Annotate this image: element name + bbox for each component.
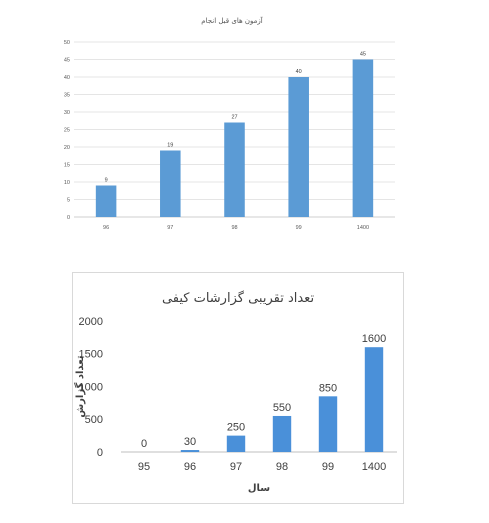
- chart-tests-performed: آزمون های قبل انجام 0 5 10 15 20 25 30 35 40 45 50 9…: [58, 8, 398, 244]
- data-label: 19: [167, 143, 173, 149]
- chart-quality-reports: تعداد تقریبی گزارشات کیفی 0 500 1000 1500 200…: [72, 272, 404, 504]
- x-tick-label: 97: [230, 461, 242, 473]
- bar: [318, 396, 338, 452]
- bar: [95, 185, 117, 217]
- y-tick-label: 40: [64, 75, 70, 81]
- x-tick-label: 99: [322, 461, 334, 473]
- x-tick-label: 1400: [362, 461, 386, 473]
- y-tick-label: 25: [64, 127, 70, 133]
- data-label: 27: [231, 115, 237, 121]
- x-tick-label: 97: [167, 225, 173, 231]
- bar: [160, 150, 181, 217]
- x-tick-label: 96: [184, 461, 196, 473]
- y-tick-label: 30: [64, 110, 70, 116]
- bar: [272, 415, 292, 452]
- bar: [288, 77, 309, 217]
- data-label: 0: [141, 438, 147, 450]
- data-label: 550: [273, 402, 291, 414]
- y-tick-label: 0: [97, 447, 103, 459]
- x-tick-label: 96: [103, 225, 109, 231]
- bar: [180, 450, 200, 452]
- bar: [352, 59, 374, 217]
- data-label: 9: [105, 178, 108, 184]
- chart-tests-svg: آزمون های قبل انجام 0 5 10 15 20 25 30 35 40 45 50 9…: [64, 16, 395, 231]
- y-tick-label: 45: [64, 57, 70, 63]
- chart-title: آزمون های قبل انجام: [201, 16, 264, 25]
- y-tick-label: 20: [64, 145, 70, 151]
- y-tick-label: 10: [64, 180, 70, 186]
- y-tick-label: 15: [64, 162, 70, 168]
- y-axis-title: تعداد گزارش: [73, 355, 86, 417]
- data-label: 850: [319, 382, 337, 394]
- y-tick-label: 2000: [79, 316, 103, 328]
- chart-title: تعداد تقریبی گزارشات کیفی: [162, 290, 315, 306]
- y-tick-label: 35: [64, 92, 70, 98]
- y-tick-label: 50: [64, 40, 70, 46]
- x-tick-label: 98: [276, 461, 288, 473]
- data-label: 30: [184, 436, 196, 448]
- y-tick-label: 1500: [79, 349, 103, 361]
- data-label: 45: [360, 52, 366, 58]
- y-tick-label: 500: [85, 414, 103, 426]
- data-label: 40: [296, 69, 302, 75]
- y-tick-label: 0: [67, 215, 70, 221]
- y-tick-label: 5: [67, 197, 70, 203]
- x-tick-label: 95: [138, 461, 150, 473]
- data-label: 1600: [362, 333, 386, 345]
- y-tick-label: 1000: [79, 381, 103, 393]
- chart-reports-svg: تعداد تقریبی گزارشات کیفی 0 500 1000 1500 200…: [73, 290, 397, 494]
- x-tick-label: 1400: [357, 225, 369, 231]
- bar: [224, 122, 245, 217]
- x-axis-title: سال: [248, 483, 270, 494]
- x-tick-label: 98: [231, 225, 237, 231]
- x-tick-label: 99: [296, 225, 302, 231]
- bar: [226, 435, 246, 452]
- data-label: 250: [227, 422, 245, 434]
- bar: [364, 347, 384, 452]
